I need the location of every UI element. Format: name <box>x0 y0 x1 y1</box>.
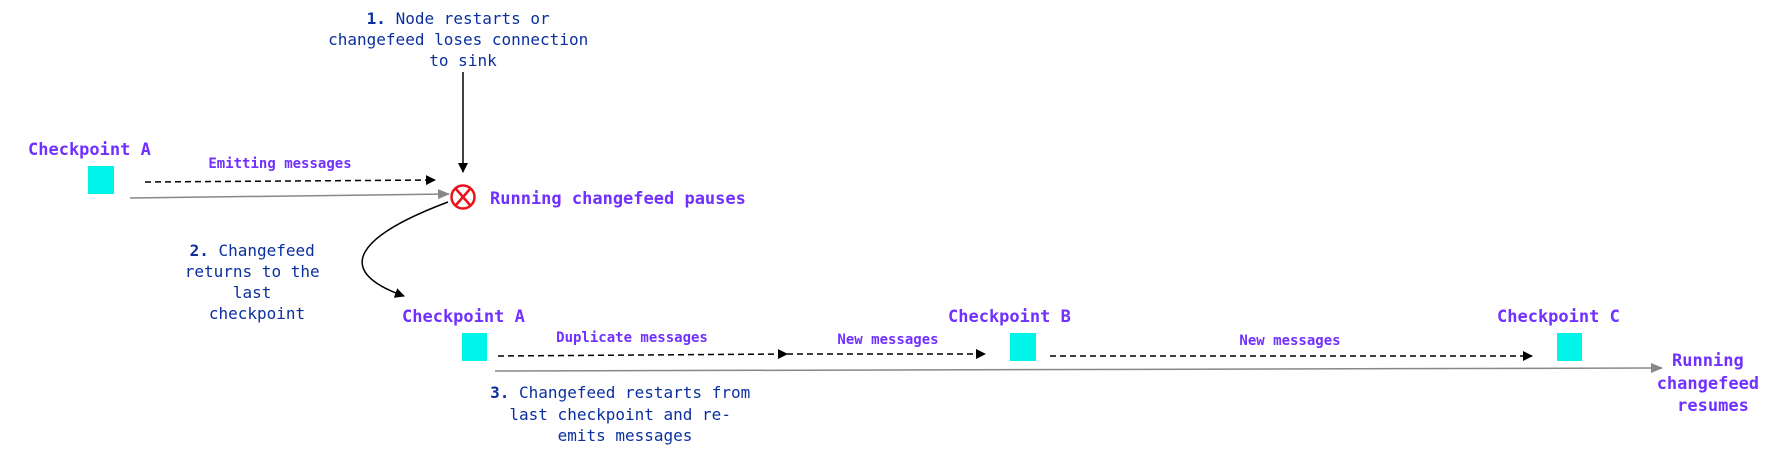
duplicate-messages-label: Duplicate messages <box>556 330 708 346</box>
checkpoint-b-label: Checkpoint B <box>948 307 1071 327</box>
new-messages-label-2: New messages <box>1239 333 1340 349</box>
checkpoint-a-top-label: Checkpoint A <box>28 140 151 160</box>
checkpoint-b-marker <box>1010 333 1036 361</box>
emitting-messages-label: Emitting messages <box>208 156 351 172</box>
pause-label: Running changefeed pauses <box>490 189 746 209</box>
top-timeline <box>129 189 450 200</box>
step2-note: 2. Changefeed returns to the last checkp… <box>185 241 330 323</box>
circle-x-icon <box>450 184 476 210</box>
step3-note: 3. Changefeed restarts from last checkpo… <box>490 383 760 445</box>
bottom-timeline <box>494 363 1663 374</box>
step1-note: 1. Node restarts or changefeed loses con… <box>328 9 598 70</box>
return-arrow <box>361 201 449 298</box>
duplicate-arrow <box>497 349 788 360</box>
checkpoint-a-top-marker <box>88 166 114 194</box>
emitting-arrow <box>144 175 436 186</box>
checkpoint-c-marker <box>1557 333 1582 361</box>
resume-label: Running changefeed resumes <box>1657 351 1770 416</box>
new-messages-label-1: New messages <box>837 332 938 348</box>
checkpoint-a-bottom-marker <box>462 333 487 361</box>
checkpoint-c-label: Checkpoint C <box>1497 307 1620 327</box>
checkpoint-a-bottom-label: Checkpoint A <box>402 307 525 327</box>
